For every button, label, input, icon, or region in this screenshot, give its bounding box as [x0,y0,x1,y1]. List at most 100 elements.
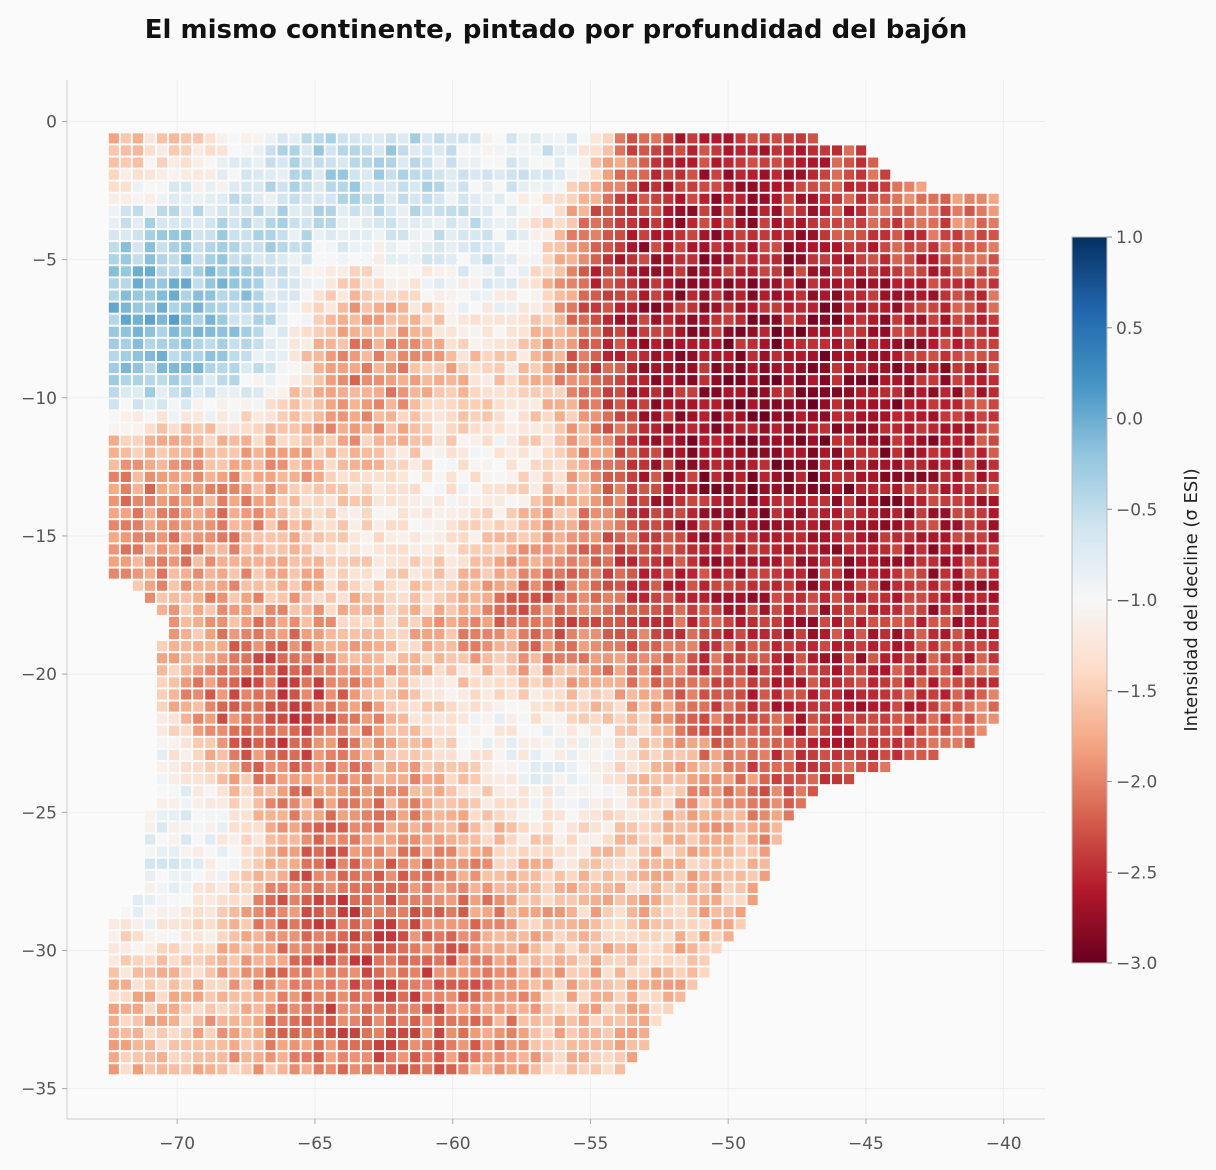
heatmap-cell [566,701,577,712]
heatmap-cell [181,1052,192,1063]
heatmap-cell [771,302,782,313]
heatmap-cell [482,302,493,313]
heatmap-cell [735,230,746,241]
heatmap-cell [313,653,324,664]
heatmap-cell [361,822,372,833]
heatmap-cell [687,375,698,386]
heatmap-cell [386,798,397,809]
heatmap-cell [120,338,131,349]
heatmap-cell [446,677,457,688]
heatmap-cell [783,411,794,422]
heatmap-cell [205,302,216,313]
heatmap-cell [964,326,975,337]
heatmap-cell [422,375,433,386]
heatmap-cell [856,217,867,229]
heatmap-cell [157,447,168,458]
heatmap-cell [615,629,626,640]
heatmap-cell [410,230,421,241]
heatmap-cell [916,230,927,241]
heatmap-cell [361,580,372,591]
heatmap-cell [578,931,589,942]
heatmap-cell [844,483,855,495]
heatmap-cell [795,423,806,434]
heatmap-cell [699,919,710,930]
heatmap-cell [699,665,710,676]
heatmap-cell [663,810,674,821]
heatmap-cell [301,629,312,640]
heatmap-cell [542,169,553,180]
heatmap-cell [868,326,879,337]
heatmap-cell [205,616,216,627]
heatmap-cell [554,544,565,555]
heatmap-cell [735,749,746,760]
heatmap-cell [253,677,264,688]
heatmap-cell [169,520,180,531]
heatmap-cell [819,435,830,446]
heatmap-cell [144,931,156,942]
heatmap-cell [301,387,312,398]
heatmap-cell [157,774,168,785]
heatmap-cell [615,1003,626,1014]
heatmap-cell [361,193,372,204]
heatmap-cell [795,677,806,688]
heatmap-cell [590,641,601,652]
heatmap-cell [193,471,204,482]
heatmap-cell [566,363,577,374]
heatmap-cell [735,858,746,869]
heatmap-cell [771,350,782,362]
heatmap-cell [578,991,589,1002]
heatmap-cell [542,568,553,579]
heatmap-cell [711,544,722,555]
heatmap-cell [807,375,818,386]
heatmap-cell [542,786,553,797]
heatmap-cell [398,774,409,785]
heatmap-cell [205,411,216,422]
heatmap-cell [193,169,204,180]
heatmap-cell [277,532,288,543]
heatmap-cell [590,193,601,204]
heatmap-cell [759,641,770,652]
heatmap-cell [530,326,541,337]
heatmap-cell [144,556,156,567]
heatmap-cell [193,870,204,881]
heatmap-cell [181,496,192,507]
heatmap-cell [337,145,348,156]
heatmap-cell [349,713,360,724]
heatmap-cell [566,653,577,664]
heatmap-cell [108,411,119,422]
heatmap-cell [615,810,626,821]
heatmap-cell [940,423,951,434]
heatmap-cell [590,1064,601,1075]
heatmap-cell [169,314,180,325]
heatmap-cell [856,230,867,241]
heatmap-cell [759,556,770,567]
heatmap-cell [639,592,650,603]
heatmap-cell [482,483,493,495]
heatmap-cell [807,242,818,253]
heatmap-cell [361,411,372,422]
heatmap-cell [482,943,493,954]
heatmap-cell [663,894,674,906]
heatmap-cell [398,1027,409,1039]
heatmap-cell [253,471,264,482]
heatmap-cell [783,616,794,627]
heatmap-cell [639,870,650,881]
heatmap-cell [482,653,493,664]
heatmap-cell [434,302,445,313]
heatmap-cell [361,1027,372,1039]
heatmap-cell [651,181,662,192]
heatmap-cell [458,834,469,845]
heatmap-cell [422,1015,433,1026]
heatmap-cell [602,193,614,204]
heatmap-cell [289,157,300,168]
heatmap-cell [361,604,372,615]
heatmap-cell [566,266,577,277]
heatmap-cell [771,230,782,241]
heatmap-cell [687,834,698,845]
heatmap-cell [337,689,348,700]
heatmap-cell [771,592,782,603]
heatmap-cell [157,181,168,192]
heatmap-cell [301,326,312,337]
heatmap-cell [627,604,638,615]
heatmap-cell [518,435,529,446]
